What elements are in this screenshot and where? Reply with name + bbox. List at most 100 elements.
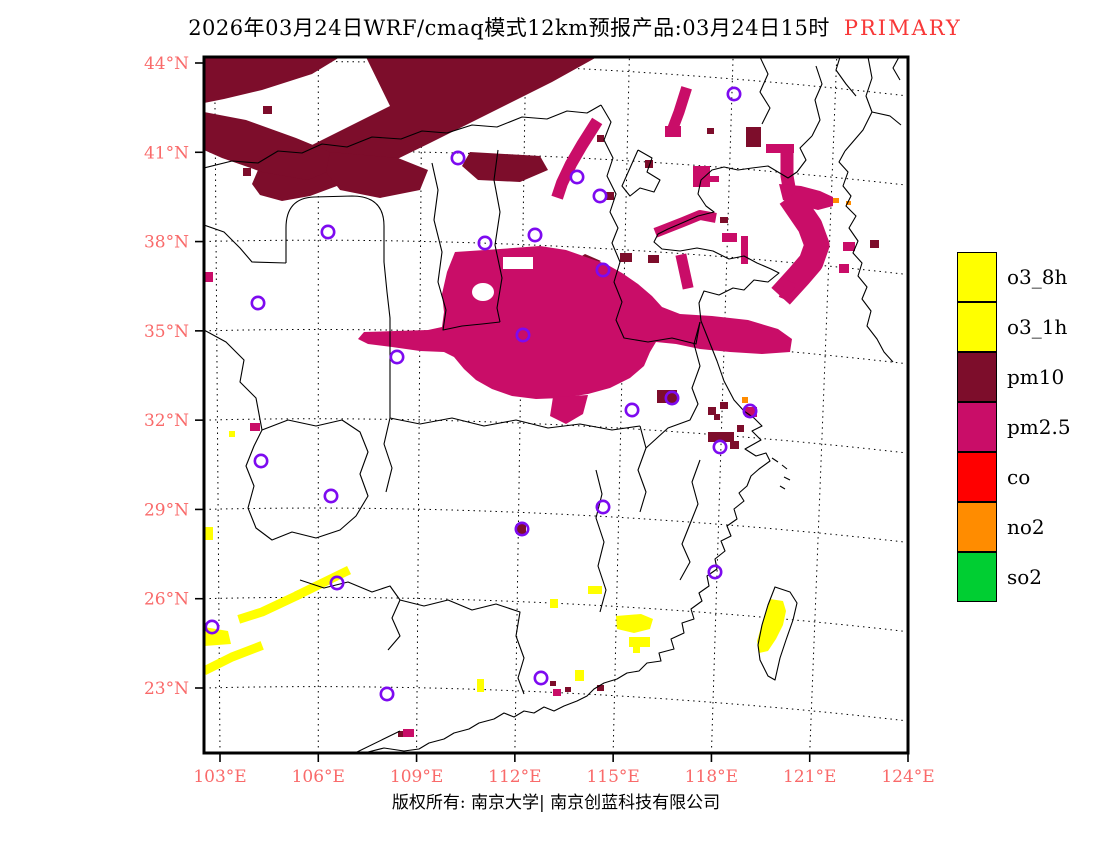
pollutant-patch-pm25 <box>839 264 849 273</box>
legend-item-so2: so2 <box>957 551 1071 602</box>
pollutant-patch-o3 <box>616 614 653 633</box>
pollutant-patch-pm10 <box>252 57 597 201</box>
legend-item-pm2.5: pm2.5 <box>957 401 1071 452</box>
lon-tick-label: 118°E <box>685 767 738 787</box>
legend-label: co <box>1007 465 1031 489</box>
border-northeast <box>759 57 902 152</box>
border-inner-mongolia <box>204 104 602 169</box>
city-marker <box>250 295 266 311</box>
legend-item-no2: no2 <box>957 501 1071 552</box>
city-marker <box>323 488 339 504</box>
pollutant-patch-pm10 <box>204 112 336 180</box>
pollutant-patch-pm25 <box>771 189 830 305</box>
parallel <box>204 239 908 276</box>
pollutant-patch-pm10 <box>620 253 632 262</box>
legend-item-pm10: pm10 <box>957 351 1071 402</box>
title-primary-flag: PRIMARY <box>843 16 962 40</box>
city-marker <box>379 686 395 702</box>
legend-item-o3_8h: o3_8h <box>957 251 1071 302</box>
border-hebei-shandong <box>600 104 701 345</box>
pollutant-patch-pm10 <box>388 148 396 156</box>
pollutant-patch-pm25 <box>403 729 414 737</box>
yellow-river-loop <box>285 195 391 418</box>
legend-label: no2 <box>1007 515 1045 539</box>
pollutant-patch-pm25 <box>665 86 692 136</box>
pollutant-patch-pm10 <box>398 731 404 737</box>
pollutant-patch-o3 <box>293 565 352 601</box>
legend-swatch-co <box>957 451 997 502</box>
pollutant-patch-o3 <box>229 431 235 437</box>
city-marker <box>253 453 269 469</box>
meridian <box>809 57 838 753</box>
pollutant-patch-pm25 <box>766 144 794 153</box>
lat-tick-label: 26°N <box>144 590 189 610</box>
meridian <box>214 57 221 753</box>
legend-swatch-no2 <box>957 501 997 552</box>
lon-tick-label: 103°E <box>193 767 246 787</box>
city-marker <box>204 619 220 635</box>
lat-tick-label: 44°N <box>144 54 189 74</box>
pollutant-patch-o3 <box>550 599 558 608</box>
parallel <box>204 150 908 186</box>
border-qinling-huai <box>389 417 641 431</box>
coastline-korea <box>838 150 894 363</box>
pollutant-patch-pm10 <box>516 524 526 534</box>
lat-tick-label: 35°N <box>144 322 189 342</box>
meridian <box>710 57 734 753</box>
lon-tick-label: 112°E <box>488 767 541 787</box>
city-marker <box>477 235 493 251</box>
lat-tick-label: 29°N <box>144 500 189 520</box>
pollutant-patch-o3 <box>629 637 650 647</box>
pollutant-patch-pm25 <box>675 253 694 290</box>
page-title: 2026年03月24日WRF/cmaq模式12km预报产品:03月24日15时 P… <box>60 12 1090 42</box>
border-gansu <box>204 224 287 431</box>
pollutant-patch-no2 <box>833 198 839 203</box>
pollutant-patch-no2 <box>742 397 748 403</box>
pollutant-patch-pm25 <box>550 395 588 424</box>
lon-tick-label: 121°E <box>783 767 836 787</box>
border-jiangsu-anhui <box>637 321 701 581</box>
city-marker <box>726 86 742 102</box>
pollutant-patch-pm10 <box>204 57 340 103</box>
pollutant-patch-pm10 <box>737 425 744 432</box>
legend-swatch-pm10 <box>957 351 997 402</box>
pollutant-patch-o3 <box>237 590 302 624</box>
pollutant-patch-no2 <box>846 201 851 205</box>
city-marker <box>595 262 611 278</box>
pollutant-patch-pm25 <box>250 423 260 431</box>
border-vietnam <box>354 730 401 753</box>
city-markers <box>204 86 758 702</box>
city-marker <box>514 521 530 537</box>
city-marker <box>329 575 345 591</box>
legend-swatch-so2 <box>957 551 997 602</box>
pollutant-patch-pm25 <box>551 117 603 200</box>
pollutant-regions <box>204 57 879 737</box>
pollutant-patch-o3 <box>477 679 484 692</box>
axis-ticks-labels: 103°E 106°E 109°E 112°E 115°E 118°E 121°E 124°E… <box>144 54 935 787</box>
lat-tick-label: 41°N <box>144 143 189 163</box>
pollutant-patch-o3 <box>633 647 640 653</box>
parallel <box>204 507 908 543</box>
pollutant-patch-pm10 <box>746 127 761 147</box>
pollutant-patch-pm25 <box>665 126 681 137</box>
pollutant-patch-pm25 <box>358 246 792 399</box>
pollutant-patch-pm10 <box>720 217 728 223</box>
city-marker <box>595 499 611 515</box>
legend-item-co: co <box>957 451 1071 502</box>
parallel <box>204 686 908 722</box>
copyright-text: 版权所有: 南京大学| 南京创蓝科技有限公司 <box>391 793 721 813</box>
pollutant-patch-pm10 <box>707 128 714 134</box>
legend-swatch-o3_8h <box>957 251 997 302</box>
parallel <box>204 418 908 454</box>
legend-label: so2 <box>1007 565 1043 589</box>
legend-label: o3_1h <box>1007 315 1068 339</box>
legend-label: pm2.5 <box>1007 415 1071 439</box>
legend-label: pm10 <box>1007 365 1065 389</box>
city-marker <box>624 402 640 418</box>
pollutant-patch-pm10 <box>597 685 604 691</box>
islands-zhoushan <box>771 457 791 490</box>
city-marker <box>320 224 336 240</box>
pollutant-patch-pm25 <box>204 272 213 282</box>
legend-item-o3_1h: o3_1h <box>957 301 1071 352</box>
